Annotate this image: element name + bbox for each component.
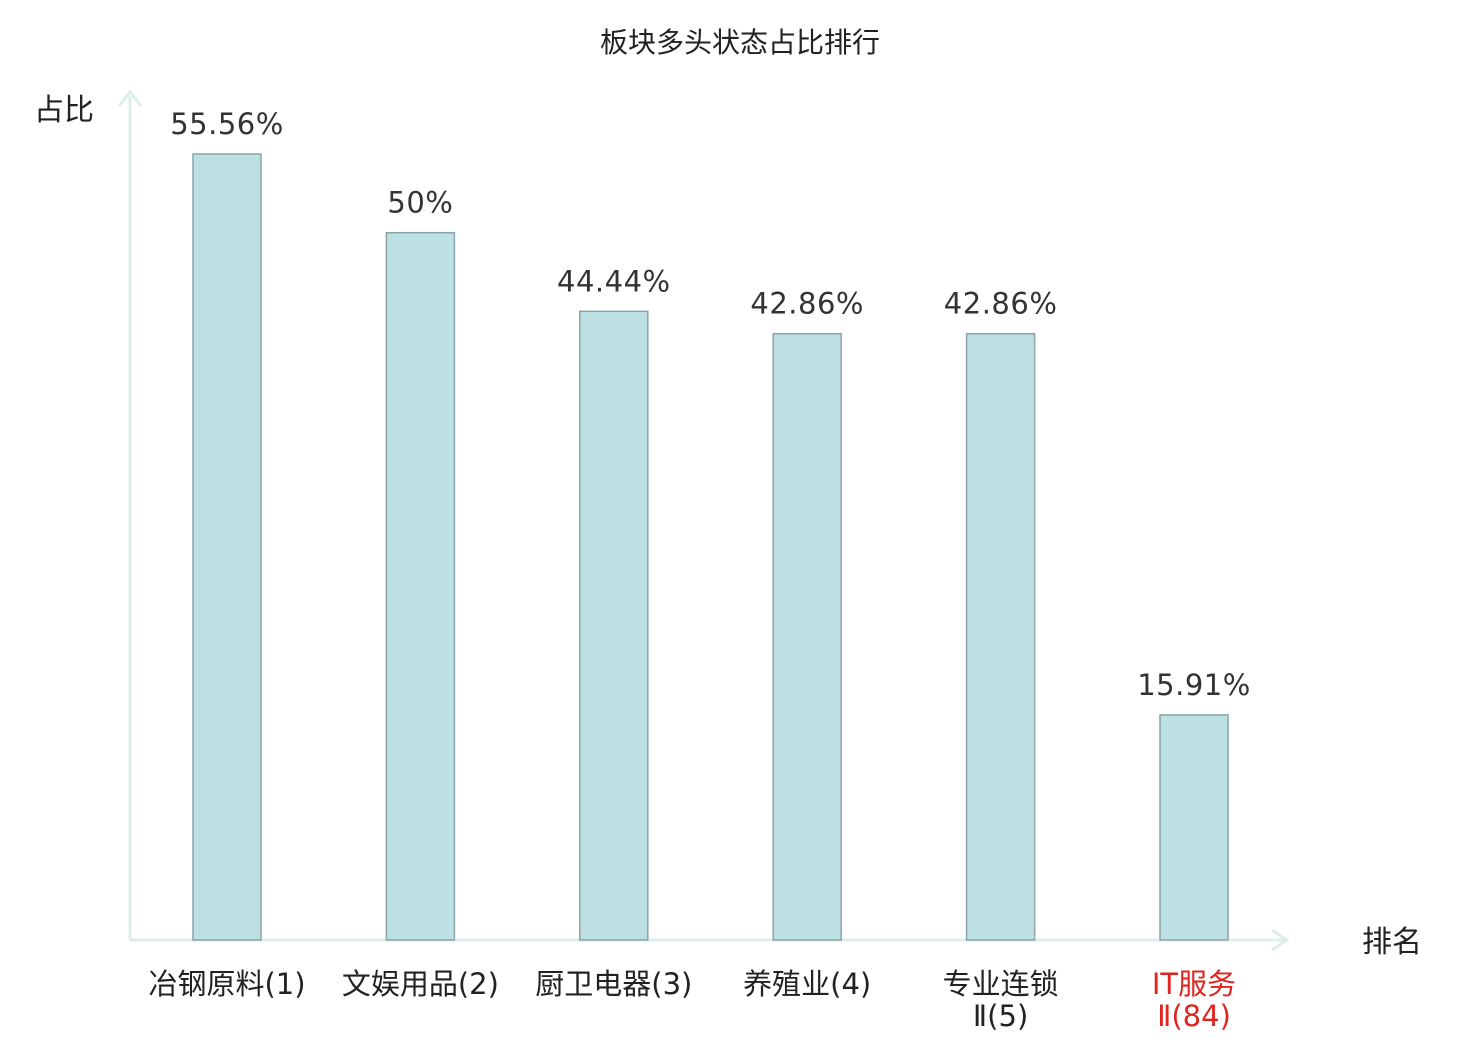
bar <box>965 332 1036 941</box>
y-axis-label: 占比 <box>34 93 94 128</box>
data-label: 15.91% <box>1137 668 1251 702</box>
bar <box>579 310 649 941</box>
category-label: 厨卫电器(3) <box>535 967 692 1001</box>
category-label: 养殖业(4) <box>743 967 871 1001</box>
data-labels-group: 55.56% 50% 44.44% 42.86% 42.86% 15.91% <box>170 107 1251 702</box>
bar <box>1159 714 1229 941</box>
data-label: 50% <box>387 186 453 220</box>
data-label: 55.56% <box>170 107 284 141</box>
bars-group <box>192 153 1229 941</box>
data-label: 44.44% <box>557 264 671 298</box>
x-axis-label: 排名 <box>1362 925 1422 960</box>
category-label: Ⅱ(5) <box>973 999 1028 1033</box>
category-label: 专业连锁 <box>943 967 1059 1001</box>
category-label: IT服务 <box>1152 967 1236 1001</box>
data-label: 42.86% <box>944 287 1058 321</box>
bar <box>772 332 842 941</box>
category-label: 文娱用品(2) <box>342 967 499 1001</box>
category-label: Ⅱ(84) <box>1157 999 1231 1033</box>
chart-title: 板块多头状态占比排行 <box>600 26 880 59</box>
y-axis-arrow <box>117 89 143 107</box>
x-axis-arrow <box>1271 928 1290 952</box>
bar <box>192 153 262 941</box>
data-label: 42.86% <box>750 287 864 321</box>
bar <box>385 231 456 941</box>
category-label: 冶钢原料(1) <box>148 967 305 1001</box>
